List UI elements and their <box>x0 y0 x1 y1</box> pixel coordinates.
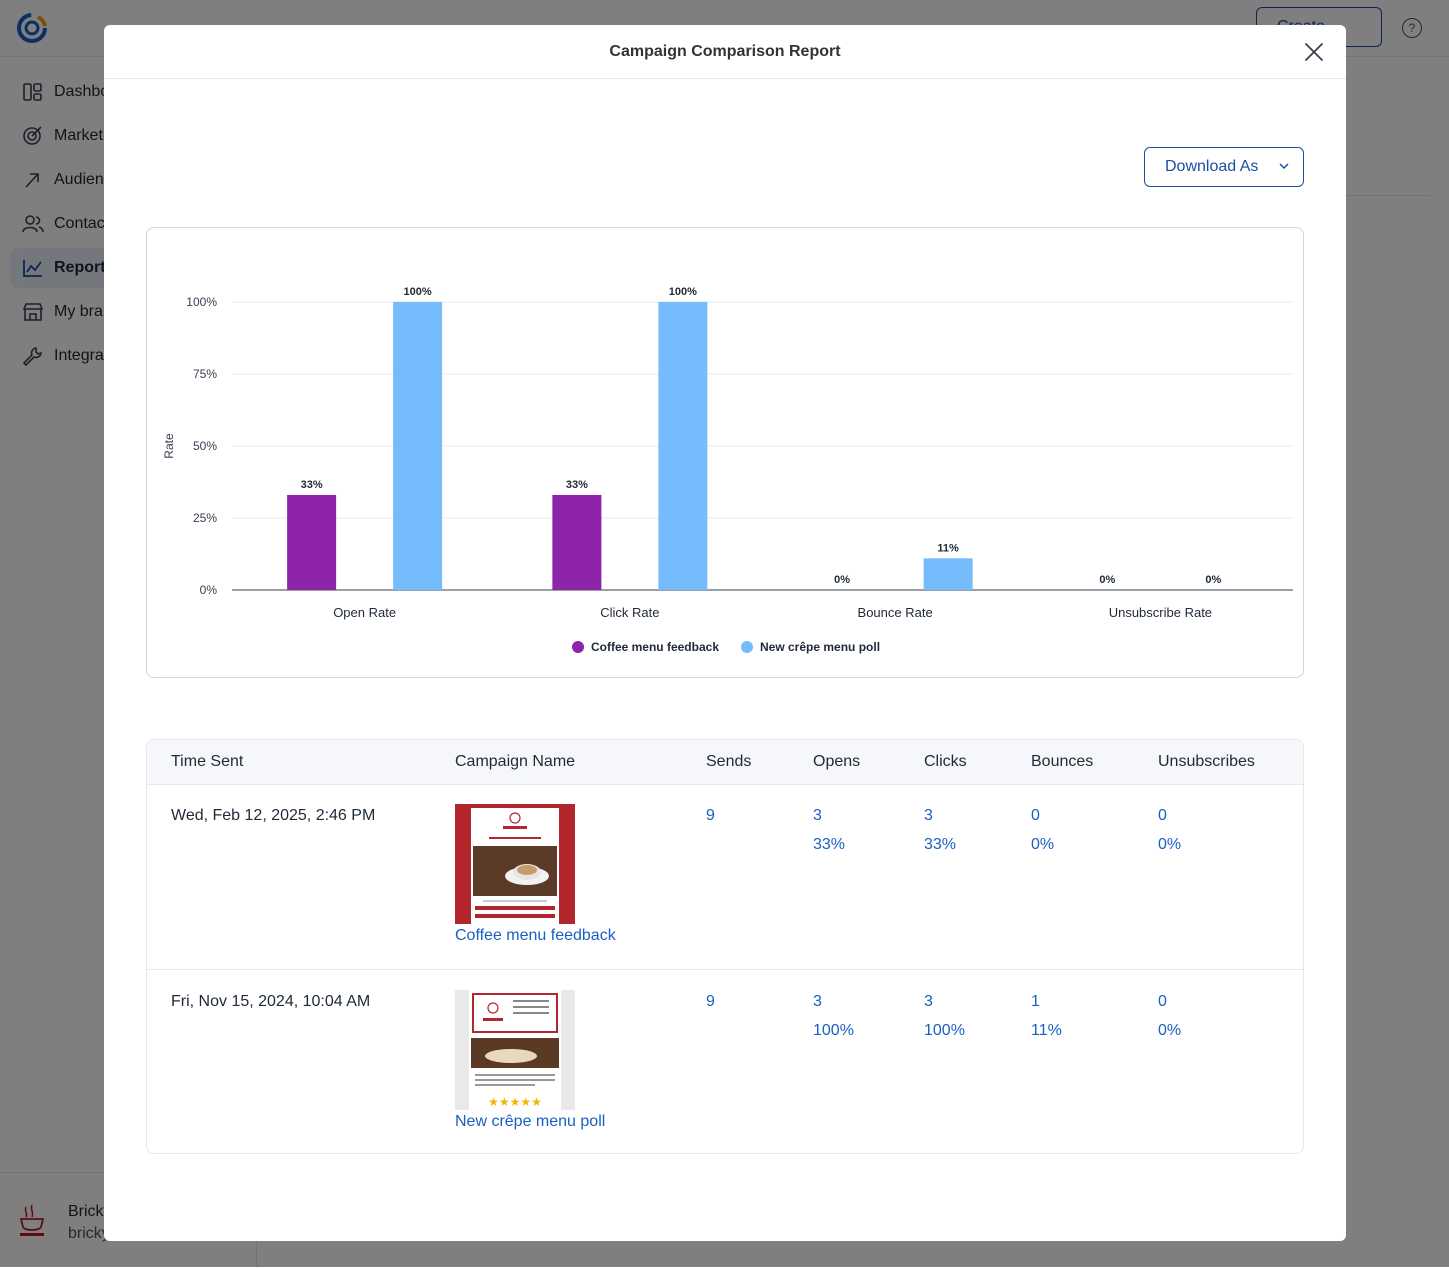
table-row: Fri, Nov 15, 2024, 10:04 AM ★★★★★ New cr… <box>147 970 1303 1153</box>
column-header-clicks: Clicks <box>924 753 967 770</box>
y-tick-label: 75% <box>193 367 217 381</box>
campaign-link[interactable]: Coffee menu feedback <box>455 927 616 944</box>
comparison-chart-card: 0% 25% 50% 75% 100% Rate 33% 100% Open Rate 33% 10… <box>146 227 1304 678</box>
y-tick-label: 25% <box>193 511 217 525</box>
bounces-count[interactable]: 1 <box>1031 993 1040 1010</box>
data-label: 0% <box>834 574 850 586</box>
column-header-opens: Opens <box>813 753 861 770</box>
data-label: 100% <box>669 286 697 298</box>
unsubscribes-cell: 0 0% <box>1158 993 1181 1040</box>
opens-count[interactable]: 3 <box>813 993 822 1010</box>
clicks-rate: 100% <box>924 1022 965 1039</box>
bounces-count[interactable]: 0 <box>1031 807 1040 824</box>
unsubscribes-rate: 0% <box>1158 1022 1182 1039</box>
x-tick-label: Unsubscribe Rate <box>1109 605 1212 620</box>
y-tick-label: 100% <box>186 295 217 309</box>
column-header-campaign-name: Campaign Name <box>455 753 576 770</box>
campaign-comparison-modal: Campaign Comparison Report Download As 0… <box>104 25 1346 1241</box>
opens-count[interactable]: 3 <box>813 807 822 824</box>
download-as-button[interactable]: Download As <box>1144 147 1304 187</box>
campaign-link[interactable]: New crêpe menu poll <box>455 1113 606 1130</box>
column-header-bounces: Bounces <box>1031 753 1094 770</box>
table-header: Time Sent Campaign Name Sends Opens Clic… <box>147 740 1303 785</box>
y-tick-label: 0% <box>200 583 218 597</box>
close-icon[interactable] <box>1303 41 1325 63</box>
chevron-down-icon <box>1279 163 1289 170</box>
clicks-count[interactable]: 3 <box>924 993 933 1010</box>
clicks-count[interactable]: 3 <box>924 807 933 824</box>
download-as-label: Download As <box>1165 158 1259 175</box>
data-label: 0% <box>1205 574 1221 586</box>
legend-item-coffee-menu-feedback[interactable]: Coffee menu feedback <box>571 640 719 654</box>
unsubscribes-cell: 0 0% <box>1158 807 1181 854</box>
comparison-bar-chart: 0% 25% 50% 75% 100% Rate 33% 100% Open Rate 33% 10… <box>162 286 1293 620</box>
campaign-table: Time Sent Campaign Name Sends Opens Clic… <box>146 739 1304 1154</box>
legend-swatch <box>741 641 753 653</box>
legend-label: New crêpe menu poll <box>760 640 881 654</box>
column-header-sends: Sends <box>706 753 752 770</box>
opens-rate: 33% <box>813 836 846 853</box>
unsubscribes-count[interactable]: 0 <box>1158 807 1167 824</box>
bar-new-cr-pe-menu-poll-bounce-rate[interactable] <box>923 558 973 590</box>
x-tick-label: Open Rate <box>333 605 396 620</box>
x-tick-label: Bounce Rate <box>858 605 933 620</box>
bar-new-cr-pe-menu-poll-click-rate[interactable] <box>658 302 708 590</box>
opens-cell: 3 100% <box>813 993 854 1040</box>
bounces-rate: 0% <box>1031 836 1055 853</box>
svg-text:★★★★★: ★★★★★ <box>488 1095 542 1109</box>
unsubscribes-count[interactable]: 0 <box>1158 993 1167 1010</box>
modal-header: Campaign Comparison Report <box>104 25 1346 79</box>
x-tick-label: Click Rate <box>600 605 659 620</box>
unsubscribes-rate: 0% <box>1158 836 1182 853</box>
legend-item-new-crepe-menu-poll[interactable]: New crêpe menu poll <box>741 640 880 654</box>
column-header-time-sent: Time Sent <box>171 753 244 770</box>
column-header-unsubscribes: Unsubscribes <box>1158 753 1255 770</box>
campaign-thumbnail[interactable] <box>455 804 575 924</box>
clicks-cell: 3 100% <box>924 993 965 1040</box>
sends-cell: 9 <box>706 807 715 825</box>
time-sent-cell: Wed, Feb 12, 2025, 2:46 PM <box>171 807 376 824</box>
data-label: 0% <box>1099 574 1115 586</box>
data-label: 33% <box>566 479 588 491</box>
sends-count[interactable]: 9 <box>706 993 715 1010</box>
legend-label: Coffee menu feedback <box>590 640 719 654</box>
bar-coffee-menu-feedback-open-rate[interactable] <box>287 494 337 590</box>
bounces-cell: 1 11% <box>1031 993 1062 1040</box>
campaign-thumbnail[interactable]: ★★★★★ <box>455 990 575 1110</box>
bar-coffee-menu-feedback-click-rate[interactable] <box>552 494 602 590</box>
sends-count[interactable]: 9 <box>706 807 715 824</box>
bounces-rate: 11% <box>1031 1022 1062 1039</box>
bar-new-cr-pe-menu-poll-open-rate[interactable] <box>393 302 443 590</box>
clicks-cell: 3 33% <box>924 807 956 854</box>
data-label: 11% <box>937 542 959 554</box>
opens-rate: 100% <box>813 1022 854 1039</box>
opens-cell: 3 33% <box>813 807 845 854</box>
table-row: Wed, Feb 12, 2025, 2:46 PM Coffee menu f… <box>147 784 1303 970</box>
y-tick-label: 50% <box>193 439 217 453</box>
time-sent-cell: Fri, Nov 15, 2024, 10:04 AM <box>171 993 371 1010</box>
data-label: 100% <box>404 286 432 298</box>
chart-legend: Coffee menu feedback New crêpe menu poll <box>147 640 1305 654</box>
modal-title: Campaign Comparison Report <box>609 43 841 60</box>
data-label: 33% <box>301 479 323 491</box>
sends-cell: 9 <box>706 993 715 1011</box>
legend-swatch <box>571 641 584 653</box>
bounces-cell: 0 0% <box>1031 807 1054 854</box>
y-axis-label: Rate <box>162 433 176 459</box>
clicks-rate: 33% <box>924 836 957 853</box>
